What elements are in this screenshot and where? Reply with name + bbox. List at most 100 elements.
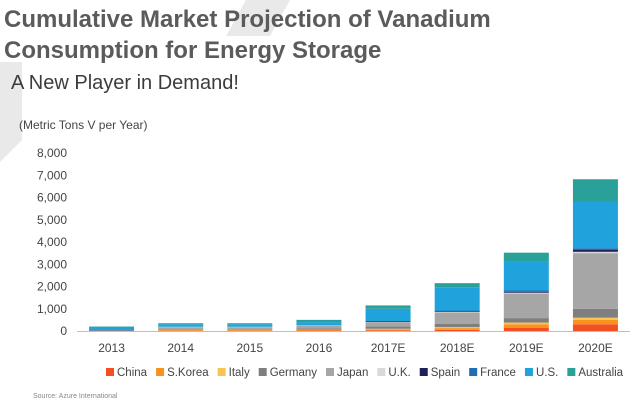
bar-segment-germany [572,308,618,318]
bar-segment-japan [158,326,204,330]
x-tick-label: 2015 [236,341,263,355]
bar-segment-spain [503,291,549,293]
bar-segment-china [503,327,549,331]
bar-segment-italy [572,317,618,320]
bar-segment-u-s- [572,201,618,249]
bar-segment-france [365,320,411,322]
chart-title: Cumulative Market Projection of Vanadium… [4,4,524,66]
bar-segment-germany [365,326,411,329]
y-tick-label: 1,000 [37,302,67,316]
x-tick-label: 2019E [509,341,544,355]
bar-segment-italy [227,329,273,331]
legend-swatch-germany [258,368,267,376]
bar-segment-italy [365,328,411,330]
chart-subtitle: A New Player in Demand! [11,72,239,94]
bar-segment-australia [89,326,135,328]
bar-segment-u-s- [296,322,342,326]
bar-segment-france [572,248,618,251]
legend-swatch-australia [567,368,576,376]
bar-segment-u-s- [503,261,549,291]
legend-swatch-japan [326,368,335,376]
legend-swatch-china [106,368,114,376]
bar-segment-germany [434,323,480,327]
bar-segment-japan [365,322,411,327]
bar-segment-japan [434,312,480,324]
legend-swatch-u-k- [377,368,386,376]
legend-label: U.S. [536,367,558,379]
bar-segment-china [89,330,135,332]
bar-segment-u-s- [434,287,480,311]
y-tick-label: 5,000 [37,213,67,227]
bar-segment-china [434,329,480,331]
y-tick-label: 7,000 [37,168,67,182]
bar-segment-france [434,310,480,312]
bar-segment-italy [503,322,549,325]
bar-segment-china [296,330,342,332]
y-tick-label: 0 [60,324,67,338]
legend-label: France [480,367,516,379]
bar-segment-u-s- [89,326,135,331]
bar-segment-china [227,330,273,332]
bar-segment-u-k- [503,292,549,294]
x-tick-label: 2014 [167,341,194,355]
legend-swatch-italy [217,368,226,376]
chart-title-line-2: Consumption for Energy Storage [4,37,382,64]
bar-segment-germany [158,329,204,330]
bar-segment-u-k- [572,251,618,254]
x-tick-label: 2013 [98,341,125,355]
bar-segment-japan [572,253,618,309]
bar-segment-china [572,324,618,331]
bar-segment-s-korea [434,328,480,330]
y-tick-label: 4,000 [37,235,67,249]
bar-segment-u-k- [296,325,342,326]
bar-segment-germany [227,329,273,330]
bar-segment-japan [503,293,549,319]
bar-segment-australia [227,323,273,325]
bar-segment-spain [572,250,618,252]
legend-label: China [117,367,148,379]
y-tick-label: 8,000 [37,146,67,160]
bar-segment-australia [365,305,411,309]
bar-segment-china [158,330,204,332]
legend-swatch-spain [419,368,428,376]
legend-swatch-u-s- [524,368,533,376]
bar-segment-china [365,330,411,331]
bar-segment-s-korea [572,319,618,325]
legend-swatch-s-korea [156,368,165,376]
y-axis-unit-label: (Metric Tons V per Year) [19,118,148,132]
bar-segment-u-k- [434,311,480,313]
bar-segment-italy [434,326,480,329]
legend-label: Australia [578,367,623,379]
y-tick-label: 3,000 [37,257,67,271]
bar-segment-u-s- [158,324,204,327]
bar-segment-italy [296,329,342,331]
bar-segment-italy [158,329,204,331]
chart-title-line-1: Cumulative Market Projection of Vanadium [4,6,491,33]
bar-segment-australia [434,283,480,288]
bar-segment-france [503,290,549,292]
bar-segment-japan [227,326,273,330]
legend-label: Japan [337,367,368,379]
bar-segment-u-s- [227,324,273,327]
bar-segment-australia [503,252,549,262]
legend-label: Germany [270,367,318,379]
bar-segment-spain [365,321,411,322]
legend-label: Italy [229,367,250,379]
bar-segment-u-s- [365,308,411,321]
y-tick-label: 2,000 [37,280,67,294]
legend-swatch-france [469,368,478,376]
x-tick-label: 2018E [440,341,475,355]
bar-segment-s-korea [365,329,411,331]
legend-label: Spain [431,367,460,379]
bar-segment-s-korea [296,329,342,331]
stacked-bar-chart: 0 1,000 2,000 3,000 4,000 5,000 6,000 7,000 8,00… [37,146,630,379]
bar-segment-u-k- [227,326,273,328]
bar-segment-u-k- [158,326,204,328]
y-tick-label: 6,000 [37,191,67,205]
bar-segment-australia [572,179,618,202]
x-tick-label: 2017E [371,341,406,355]
legend-label: S.Korea [167,367,209,379]
bar-segment-germany [296,328,342,330]
bar-segment-germany [503,318,549,323]
legend-label: U.K. [388,367,410,379]
